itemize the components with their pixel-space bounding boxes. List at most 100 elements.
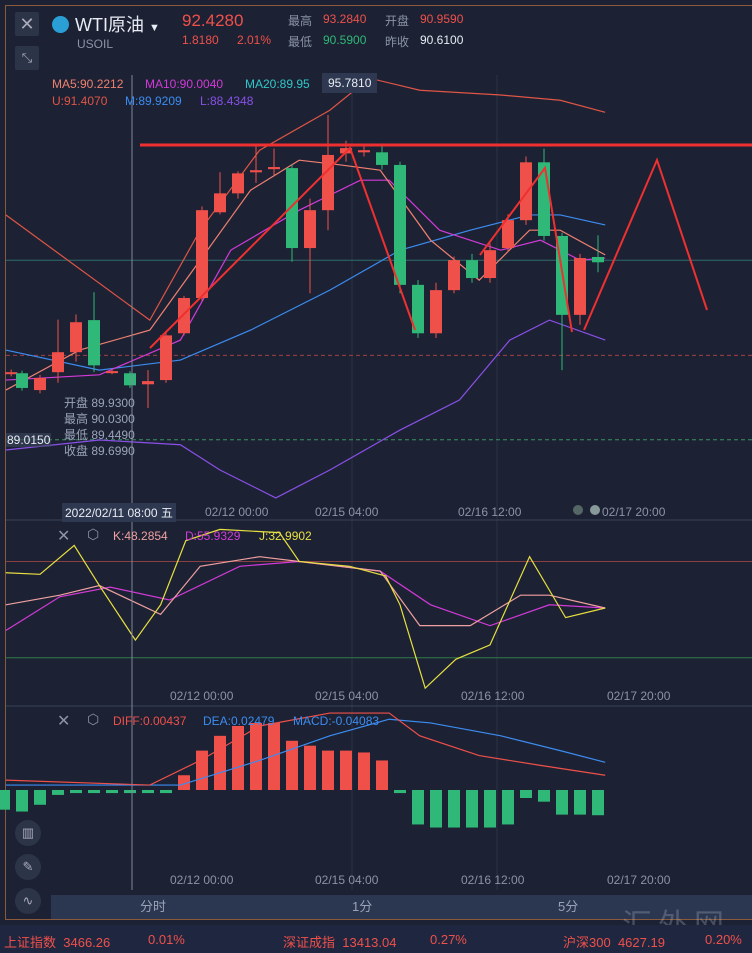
tab-1min[interactable]: 1分 [352, 899, 373, 914]
candle-body [394, 164, 406, 285]
prev-close-value: 90.6100 [420, 33, 464, 47]
period-tab-bar [51, 895, 752, 919]
macd-bar [538, 790, 550, 802]
time-label: 02/16 12:00 [458, 505, 522, 519]
high-value: 93.2840 [323, 12, 367, 26]
macd-bar [394, 790, 406, 794]
kdj-j-label: J:32.9902 [259, 529, 312, 543]
time-label: 02/12 00:00 [170, 689, 234, 703]
candle-body [412, 284, 424, 334]
macd-value-label: MACD:-0.04083 [293, 714, 380, 728]
candle-body [376, 152, 388, 165]
macd-bar [448, 790, 460, 828]
scroll-dot[interactable] [590, 505, 600, 515]
candle-body [178, 298, 190, 334]
macd-bar [430, 790, 442, 828]
macd-bar [142, 790, 154, 794]
candle-body [142, 381, 154, 385]
chevron-down-icon: ▼ [149, 22, 160, 34]
annotation-arrow-path-2 [479, 165, 573, 333]
candle-body [286, 168, 298, 249]
time-label: 02/15 04:00 [315, 505, 379, 519]
symbol-code: USOIL [77, 37, 114, 51]
annotation-arrow-path-3 [583, 157, 708, 331]
annotation-arrow-path-1 [149, 146, 416, 349]
candle-body [592, 256, 604, 263]
macd-bar [358, 752, 370, 790]
time-label: 02/17 20:00 [607, 873, 671, 887]
low-label: 最低 [288, 35, 313, 49]
ma5-label: MA5:90.2212 [52, 77, 124, 91]
tooltip-low: 最低 89.4490 [64, 428, 135, 442]
macd-bar [412, 790, 424, 825]
candle-body [484, 250, 496, 279]
kdj-d-label: D:55.9329 [185, 529, 241, 543]
macd-bar [250, 722, 262, 790]
candle-body [5, 372, 18, 375]
kdj-k-line [5, 556, 606, 627]
boll-lower-line [5, 319, 606, 499]
macd-bar [88, 790, 100, 794]
time-label: 02/15 04:00 [315, 689, 379, 703]
macd-settings-icon[interactable]: ⬡ [87, 711, 100, 727]
prev-close-label: 昨收 [385, 35, 410, 49]
macd-bar [286, 740, 298, 790]
diff-line [5, 712, 606, 786]
time-label: 02/15 04:00 [315, 873, 379, 887]
close-kdj-icon[interactable]: ✕ [57, 528, 71, 545]
ticker-sh[interactable]: 上证指数 3466.26 [4, 935, 111, 950]
candle-body [268, 167, 280, 170]
kdj-j-line [5, 528, 606, 690]
pencil-draw-icon[interactable]: ✎ [15, 854, 41, 880]
time-label: 02/16 12:00 [461, 689, 525, 703]
tooltip-close: 收盘 89.6990 [64, 444, 135, 458]
ticker-hs300[interactable]: 沪深300 4627.19 [563, 935, 665, 950]
ticker-bar [0, 925, 752, 953]
dea-line [5, 718, 606, 786]
tab-5min[interactable]: 5分 [558, 899, 579, 914]
macd-bar [124, 790, 136, 794]
macd-bar [178, 775, 190, 790]
candle-body [250, 170, 262, 173]
trend-annotations [140, 143, 752, 349]
time-label: 02/17 20:00 [607, 689, 671, 703]
ticker-sz[interactable]: 深证成指 13413.04 [283, 935, 397, 950]
macd-bar [592, 790, 604, 816]
candle-body [502, 220, 514, 249]
ma10-label: MA10:90.0040 [145, 77, 224, 91]
macd-bar [34, 790, 46, 805]
ticker-hs300-pct: 0.20% [705, 932, 742, 947]
symbol-selector[interactable]: WTI原油 ▼ [75, 11, 160, 37]
indicator-tool-icon[interactable]: ∿ [15, 888, 41, 914]
collapse-button[interactable]: ⤡ [15, 46, 39, 70]
candle-body [70, 322, 82, 353]
macd-bar [376, 760, 388, 790]
macd-bar [520, 790, 532, 798]
candlestick-tool-icon[interactable]: ▥ [15, 820, 41, 846]
macd-bar [0, 790, 10, 810]
candle-body [574, 258, 586, 315]
candle-body [358, 150, 370, 153]
tab-timeshare[interactable]: 分时 [140, 899, 167, 914]
boll-upper-label: U:91.4070 [52, 94, 108, 108]
crosshair-price-tag: 95.7810 [322, 73, 378, 93]
kdj-k-label: K:48.2854 [113, 529, 168, 543]
close-button[interactable]: ✕ [15, 12, 39, 36]
ohlc-tooltip: 开盘 89.9300 最高 90.0300 最低 89.4490 收盘 89.6… [64, 395, 135, 459]
kdj-settings-icon[interactable]: ⬡ [87, 526, 100, 542]
open-value: 90.9590 [420, 12, 464, 26]
macd-bar [52, 790, 64, 795]
candle-body [466, 260, 478, 279]
candle-body [124, 373, 136, 386]
candle-body [16, 373, 28, 388]
crosshair-time: 2022/02/11 08:00 五 [62, 503, 176, 522]
macd-bar [214, 735, 226, 790]
time-label: 02/12 00:00 [205, 505, 269, 519]
macd-bar [304, 745, 316, 790]
macd-bar [232, 726, 244, 790]
scroll-dot[interactable] [573, 505, 583, 515]
close-macd-icon[interactable]: ✕ [57, 713, 71, 730]
low-value: 90.5900 [323, 33, 367, 47]
candle-body [214, 193, 226, 213]
